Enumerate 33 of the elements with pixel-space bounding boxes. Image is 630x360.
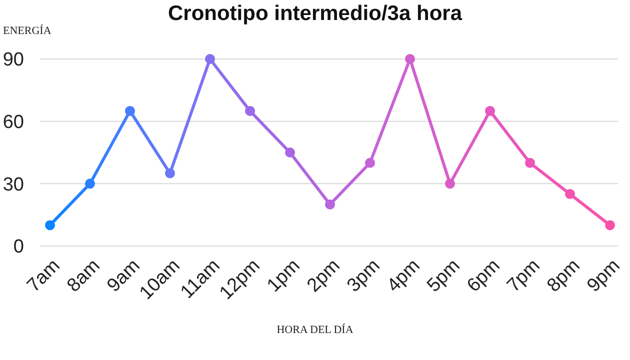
x-tick-label: 8am bbox=[63, 255, 104, 296]
x-tick-label: 8pm bbox=[543, 255, 584, 296]
point bbox=[365, 158, 375, 168]
x-axis-title: HORA DEL DÍA bbox=[276, 323, 354, 336]
point bbox=[565, 189, 575, 200]
x-tick-label: 7am bbox=[23, 255, 64, 296]
point bbox=[125, 106, 135, 116]
x-tick-label: 4pm bbox=[383, 255, 424, 296]
x-tick-label: 6pm bbox=[463, 255, 504, 296]
point bbox=[405, 54, 415, 64]
y-tick-label: 90 bbox=[2, 50, 24, 71]
point bbox=[485, 106, 495, 116]
point bbox=[525, 158, 535, 168]
point bbox=[445, 178, 455, 189]
point bbox=[205, 54, 215, 64]
point bbox=[85, 178, 95, 189]
x-tick-label: 1pm bbox=[263, 255, 304, 296]
point bbox=[325, 199, 335, 210]
y-tick-label: 30 bbox=[2, 174, 24, 196]
point bbox=[245, 106, 255, 116]
y-tick-label: 0 bbox=[13, 236, 24, 258]
point bbox=[165, 168, 175, 178]
x-tick-label: 9pm bbox=[583, 255, 624, 296]
x-tick-label: 2pm bbox=[303, 255, 344, 296]
y-axis-title: ENERGÍA bbox=[3, 24, 52, 37]
point bbox=[605, 220, 615, 230]
x-tick-label: 5pm bbox=[423, 255, 464, 296]
chart-title: Cronotipo intermedio/3a hora bbox=[168, 2, 462, 25]
point bbox=[285, 148, 295, 158]
point bbox=[45, 220, 55, 230]
y-tick-label: 60 bbox=[2, 112, 24, 133]
x-tick-label: 3pm bbox=[343, 255, 384, 296]
x-tick-label: 7pm bbox=[503, 255, 544, 296]
